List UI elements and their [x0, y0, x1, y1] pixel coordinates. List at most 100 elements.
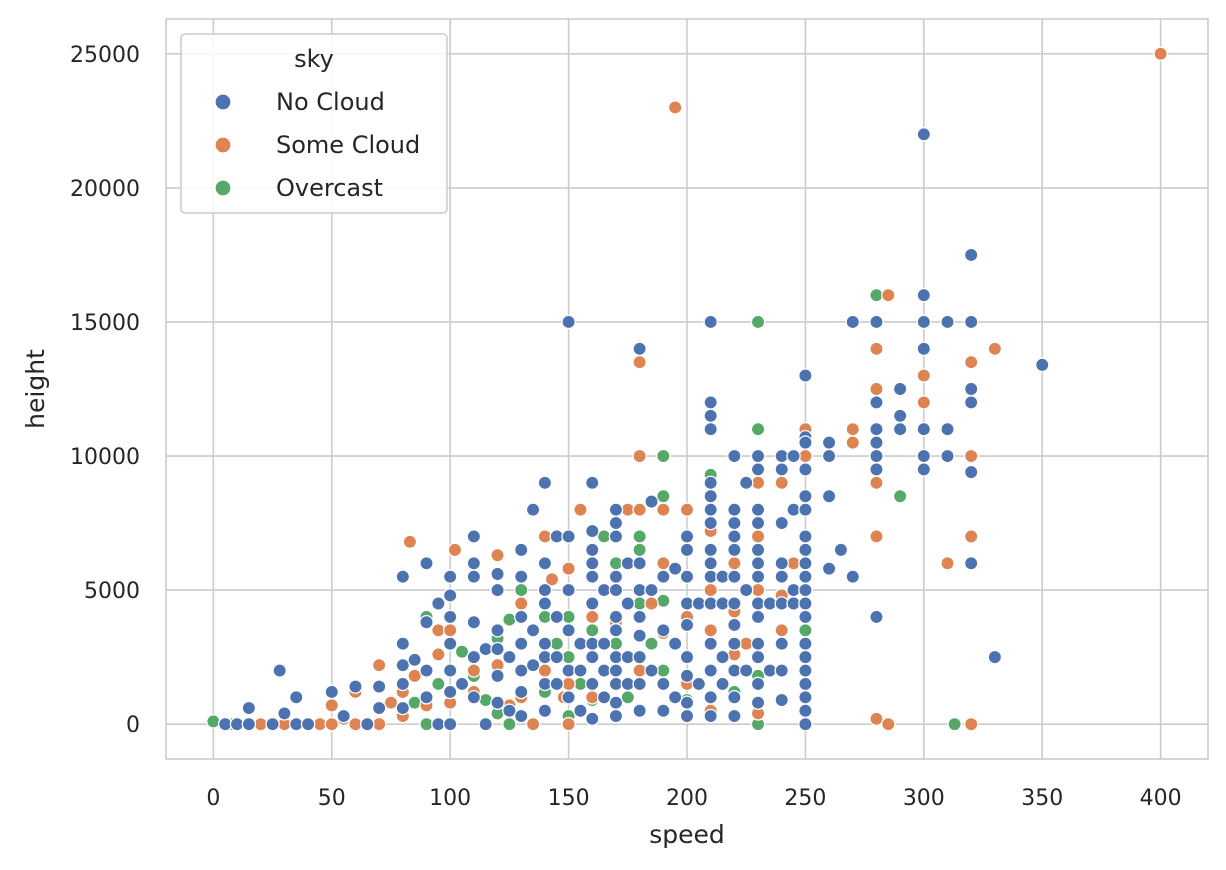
data-point	[656, 556, 671, 571]
data-point	[703, 408, 718, 424]
data-points	[206, 46, 1168, 732]
data-point	[419, 663, 434, 678]
data-point	[442, 636, 458, 651]
data-point	[544, 572, 560, 587]
data-point	[750, 462, 766, 477]
data-point	[916, 341, 932, 357]
x-tick-label: 200	[666, 786, 708, 811]
data-point	[750, 542, 766, 558]
data-point	[892, 488, 908, 504]
legend-marker	[214, 179, 232, 197]
data-point	[608, 695, 624, 710]
y-tick-label: 0	[126, 713, 140, 738]
y-tick-label: 25000	[70, 43, 140, 68]
data-point	[656, 502, 671, 517]
data-point	[679, 708, 695, 724]
data-point	[738, 663, 754, 678]
data-point	[750, 502, 766, 517]
data-point	[750, 529, 766, 544]
data-point	[561, 716, 576, 732]
data-point	[727, 569, 742, 584]
data-point	[490, 547, 505, 563]
data-point	[833, 542, 849, 558]
data-point	[679, 649, 695, 665]
data-point	[703, 488, 718, 504]
data-point	[798, 703, 813, 718]
data-point	[750, 649, 766, 665]
data-point	[513, 596, 529, 611]
data-point	[963, 314, 979, 330]
data-point	[644, 636, 659, 651]
data-point	[371, 700, 387, 716]
data-point	[513, 663, 529, 678]
x-tick-label: 300	[903, 786, 945, 811]
data-point	[644, 582, 659, 598]
data-point	[703, 395, 718, 410]
data-point	[402, 534, 418, 550]
data-point	[869, 462, 884, 477]
x-tick-label: 400	[1140, 786, 1182, 811]
data-point	[798, 435, 813, 450]
data-point	[525, 657, 541, 673]
data-point	[703, 502, 718, 517]
data-point	[442, 609, 458, 625]
legend-marker	[214, 136, 232, 154]
data-point	[821, 448, 837, 464]
data-point	[632, 556, 647, 571]
data-point	[1153, 46, 1168, 62]
data-point	[502, 612, 517, 627]
data-point	[442, 663, 458, 678]
data-point	[798, 529, 813, 544]
data-point	[632, 542, 647, 558]
data-point	[703, 515, 718, 531]
data-point	[916, 448, 932, 464]
data-point	[371, 679, 387, 694]
data-point	[585, 475, 600, 491]
data-point	[656, 703, 671, 718]
data-point	[537, 596, 553, 611]
data-point	[774, 462, 789, 477]
data-point	[727, 617, 742, 633]
data-point	[679, 668, 695, 684]
data-point	[513, 569, 529, 584]
data-point	[798, 636, 813, 651]
data-point	[549, 676, 565, 692]
data-point	[466, 556, 482, 571]
data-point	[845, 421, 861, 437]
data-point	[869, 395, 884, 410]
legend-marker	[214, 93, 232, 111]
data-point	[679, 502, 695, 517]
data-point	[442, 716, 458, 732]
data-point	[679, 569, 695, 584]
data-point	[916, 395, 932, 410]
data-point	[703, 542, 718, 558]
data-point	[206, 714, 221, 729]
data-point	[798, 556, 813, 571]
data-point	[537, 582, 553, 598]
data-point	[750, 314, 766, 330]
data-point	[940, 314, 955, 330]
data-point	[703, 582, 718, 598]
data-point	[798, 676, 813, 692]
x-tick-label: 50	[318, 786, 346, 811]
legend-title: sky	[294, 45, 334, 73]
data-point	[585, 556, 600, 571]
data-point	[774, 692, 789, 708]
data-point	[738, 582, 754, 598]
data-point	[525, 502, 541, 517]
data-point	[490, 582, 505, 598]
data-point	[821, 488, 837, 504]
data-point	[750, 609, 766, 625]
data-point	[656, 676, 671, 692]
data-point	[525, 716, 541, 732]
data-point	[513, 609, 529, 625]
data-point	[869, 381, 884, 397]
data-point	[442, 588, 458, 603]
data-point	[738, 475, 754, 491]
data-point	[407, 695, 422, 710]
data-point	[963, 247, 979, 263]
data-point	[632, 448, 647, 464]
data-point	[407, 652, 422, 668]
data-point	[798, 542, 813, 558]
